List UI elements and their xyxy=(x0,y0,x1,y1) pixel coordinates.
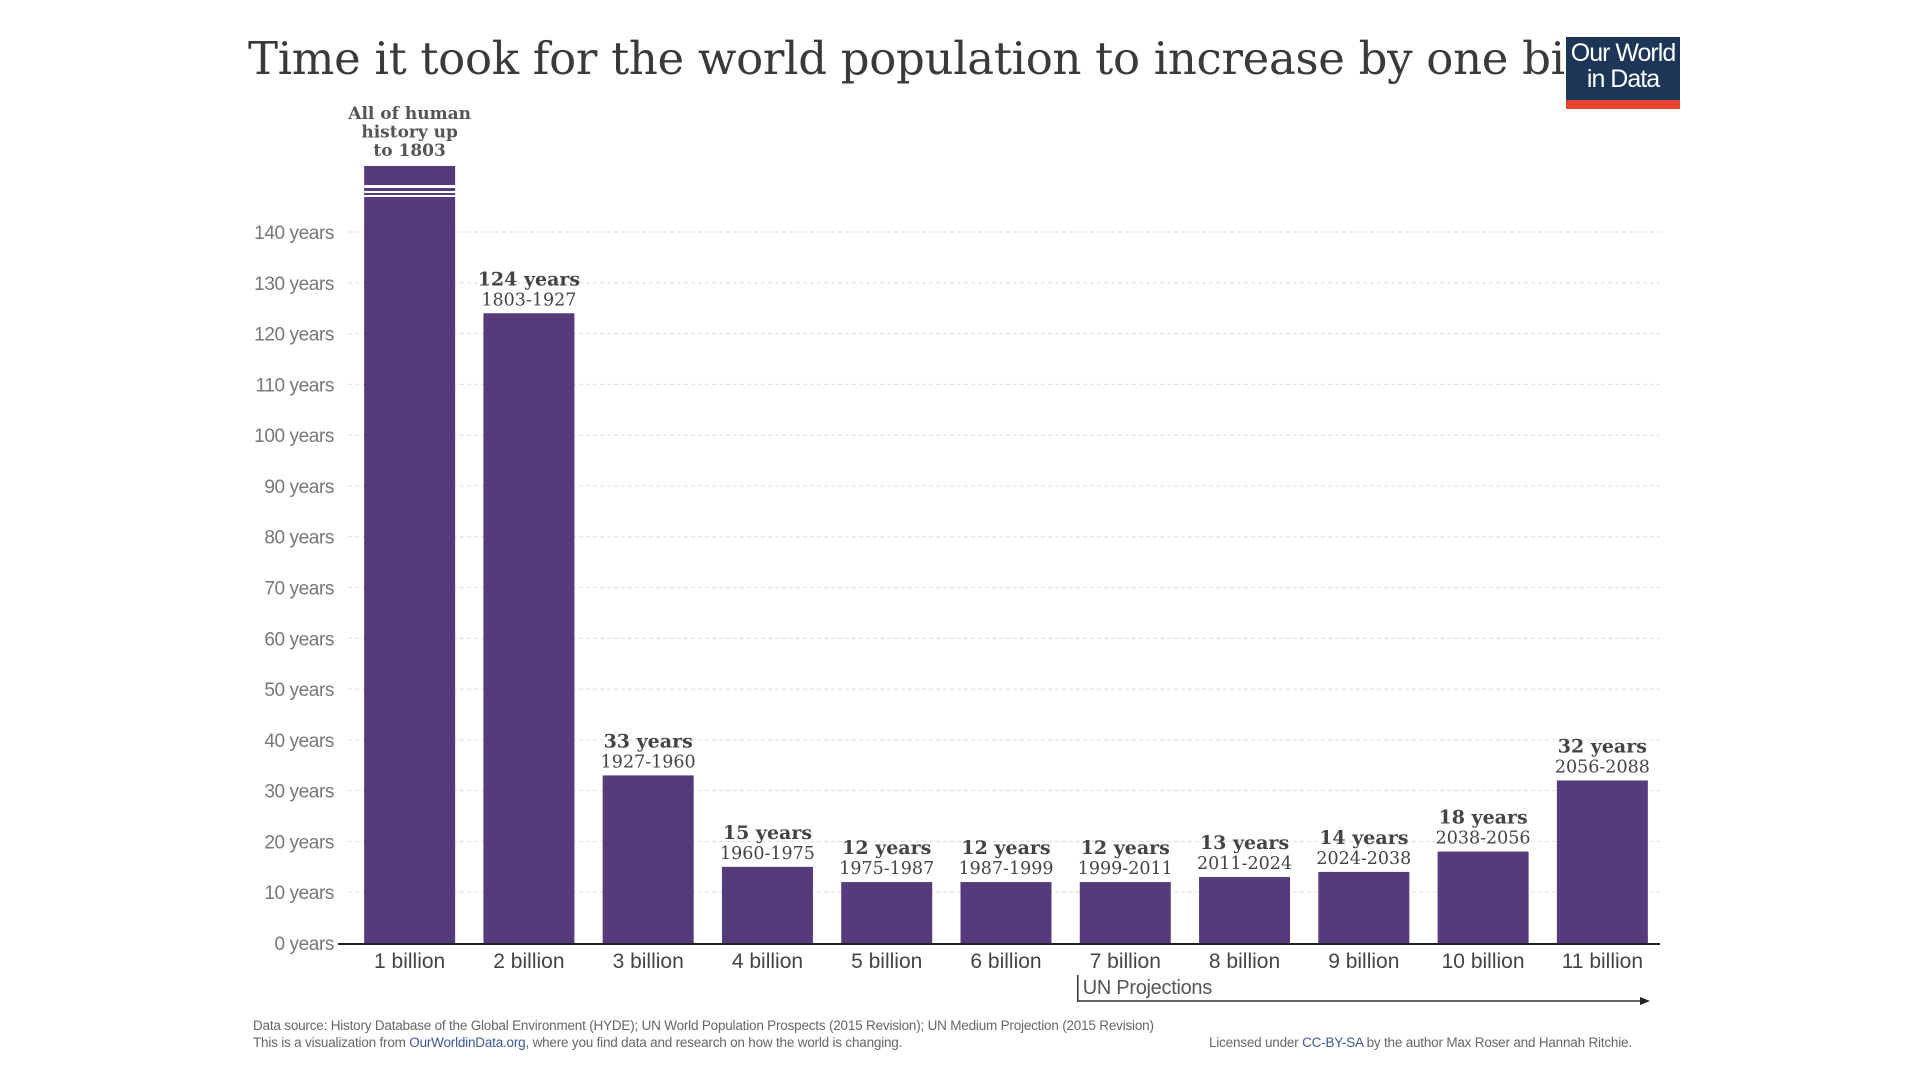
logo-line-2: in Data xyxy=(1586,65,1660,93)
x-tick-label: 11 billion xyxy=(1562,950,1643,973)
owid-link[interactable]: OurWorldinData.org xyxy=(409,1035,526,1050)
x-tick-label: 5 billion xyxy=(851,950,922,973)
y-tick-label: 140 years xyxy=(254,223,334,244)
bar-1-billion xyxy=(364,166,456,943)
x-tick-label: 10 billion xyxy=(1442,950,1525,973)
visualization-note: This is a visualization from OurWorldinD… xyxy=(253,1035,902,1050)
axis-break-mark xyxy=(364,195,456,197)
y-tick-label: 30 years xyxy=(264,782,334,803)
bar-label-sub: 2056-2088 xyxy=(1555,757,1650,777)
y-tick-label: 90 years xyxy=(264,477,334,498)
x-tick-label: 9 billion xyxy=(1328,950,1399,973)
bar-label-main: 12 years xyxy=(842,837,931,859)
bar-label-main: 32 years xyxy=(1558,735,1647,757)
bar xyxy=(721,866,813,943)
license-link[interactable]: CC-BY-SA xyxy=(1302,1035,1364,1050)
bar-label-sub: 1975-1987 xyxy=(839,859,934,879)
y-tick-label: 110 years xyxy=(256,375,334,396)
bar xyxy=(1318,871,1410,943)
bar-label-main: 124 years xyxy=(478,268,580,290)
bar-label-sub: 1960-1975 xyxy=(720,844,815,864)
y-tick-label: 10 years xyxy=(264,883,334,904)
license-note: Licensed under CC-BY-SA by the author Ma… xyxy=(1209,1035,1632,1050)
bar-label-main: 15 years xyxy=(723,822,812,844)
license-prefix: Licensed under xyxy=(1209,1035,1303,1050)
bar xyxy=(602,775,694,943)
bar xyxy=(960,882,1052,943)
chart-title: Time it took for the world population to… xyxy=(248,32,1663,85)
logo-text: Our World in Data xyxy=(1566,40,1680,92)
x-tick-label: 2 billion xyxy=(493,950,564,973)
bar xyxy=(1079,882,1171,943)
bar-label-main: 33 years xyxy=(604,730,693,752)
bar-label-main: 18 years xyxy=(1438,807,1527,829)
bar-label-sub: 2038-2056 xyxy=(1436,829,1531,849)
x-tick-label: 8 billion xyxy=(1209,950,1280,973)
annotations: UN Projections xyxy=(1077,975,1650,1005)
y-tick-label: 70 years xyxy=(264,579,334,600)
bar-label-sub: 1803-1927 xyxy=(481,290,576,310)
bar-label-sub: 2011-2024 xyxy=(1197,854,1292,874)
x-axis-ticks: 1 billion 2 billion 3 billion 4 billion 5 bi… xyxy=(374,950,1643,973)
axis-break-mark xyxy=(364,191,456,193)
bar xyxy=(841,882,933,943)
x-tick-label: 6 billion xyxy=(970,950,1041,973)
bar-label-sub: 2024-2038 xyxy=(1316,849,1411,869)
logo-line-1: Our World xyxy=(1570,39,1676,67)
un-projections-label: UN Projections xyxy=(1083,977,1212,999)
logo-accent-bar xyxy=(1566,100,1680,109)
y-tick-label: 100 years xyxy=(254,426,334,447)
y-tick-label: 130 years xyxy=(254,274,334,295)
bar-label-sub: 1987-1999 xyxy=(959,859,1054,879)
bar xyxy=(1437,851,1529,943)
bar-label-sub: 1927-1960 xyxy=(601,752,696,772)
viz-prefix: This is a visualization from xyxy=(253,1035,410,1050)
y-tick-label: 120 years xyxy=(254,325,334,346)
y-tick-label: 0 years xyxy=(274,934,334,955)
viz-suffix: , where you find data and research on ho… xyxy=(525,1035,903,1050)
bar-label-main: 14 years xyxy=(1319,827,1408,849)
y-tick-label: 40 years xyxy=(264,731,334,752)
bar xyxy=(1556,780,1648,943)
bar-label-main: 12 years xyxy=(1081,837,1170,859)
arrow-head-icon xyxy=(1640,997,1650,1005)
x-tick-label: 1 billion xyxy=(374,950,445,973)
bars xyxy=(364,166,1648,943)
license-suffix: by the author Max Roser and Hannah Ritch… xyxy=(1363,1035,1633,1050)
bar-label-main: to 1803 xyxy=(373,141,445,161)
x-tick-label: 7 billion xyxy=(1090,950,1161,973)
owid-logo[interactable]: Our World in Data xyxy=(1566,37,1680,109)
bar-label-main: All of human xyxy=(347,104,471,124)
data-source-note: Data source: History Database of the Glo… xyxy=(253,1018,1154,1033)
bar-label-main: 12 years xyxy=(961,837,1050,859)
y-tick-label: 60 years xyxy=(264,629,334,650)
y-axis-ticks: 0 years 10 years 20 years 30 years 40 years 5… xyxy=(254,223,334,955)
bar xyxy=(483,313,575,943)
y-tick-label: 20 years xyxy=(264,832,334,853)
x-tick-label: 3 billion xyxy=(613,950,684,973)
y-tick-label: 80 years xyxy=(264,528,334,549)
axis-break-mark xyxy=(364,185,456,188)
bar xyxy=(1199,876,1291,943)
bar-label-sub: 1999-2011 xyxy=(1078,859,1173,879)
bar-label-main: 13 years xyxy=(1200,832,1289,854)
y-tick-label: 50 years xyxy=(264,680,334,701)
bar-label-main: history up xyxy=(361,123,458,143)
x-tick-label: 4 billion xyxy=(732,950,803,973)
